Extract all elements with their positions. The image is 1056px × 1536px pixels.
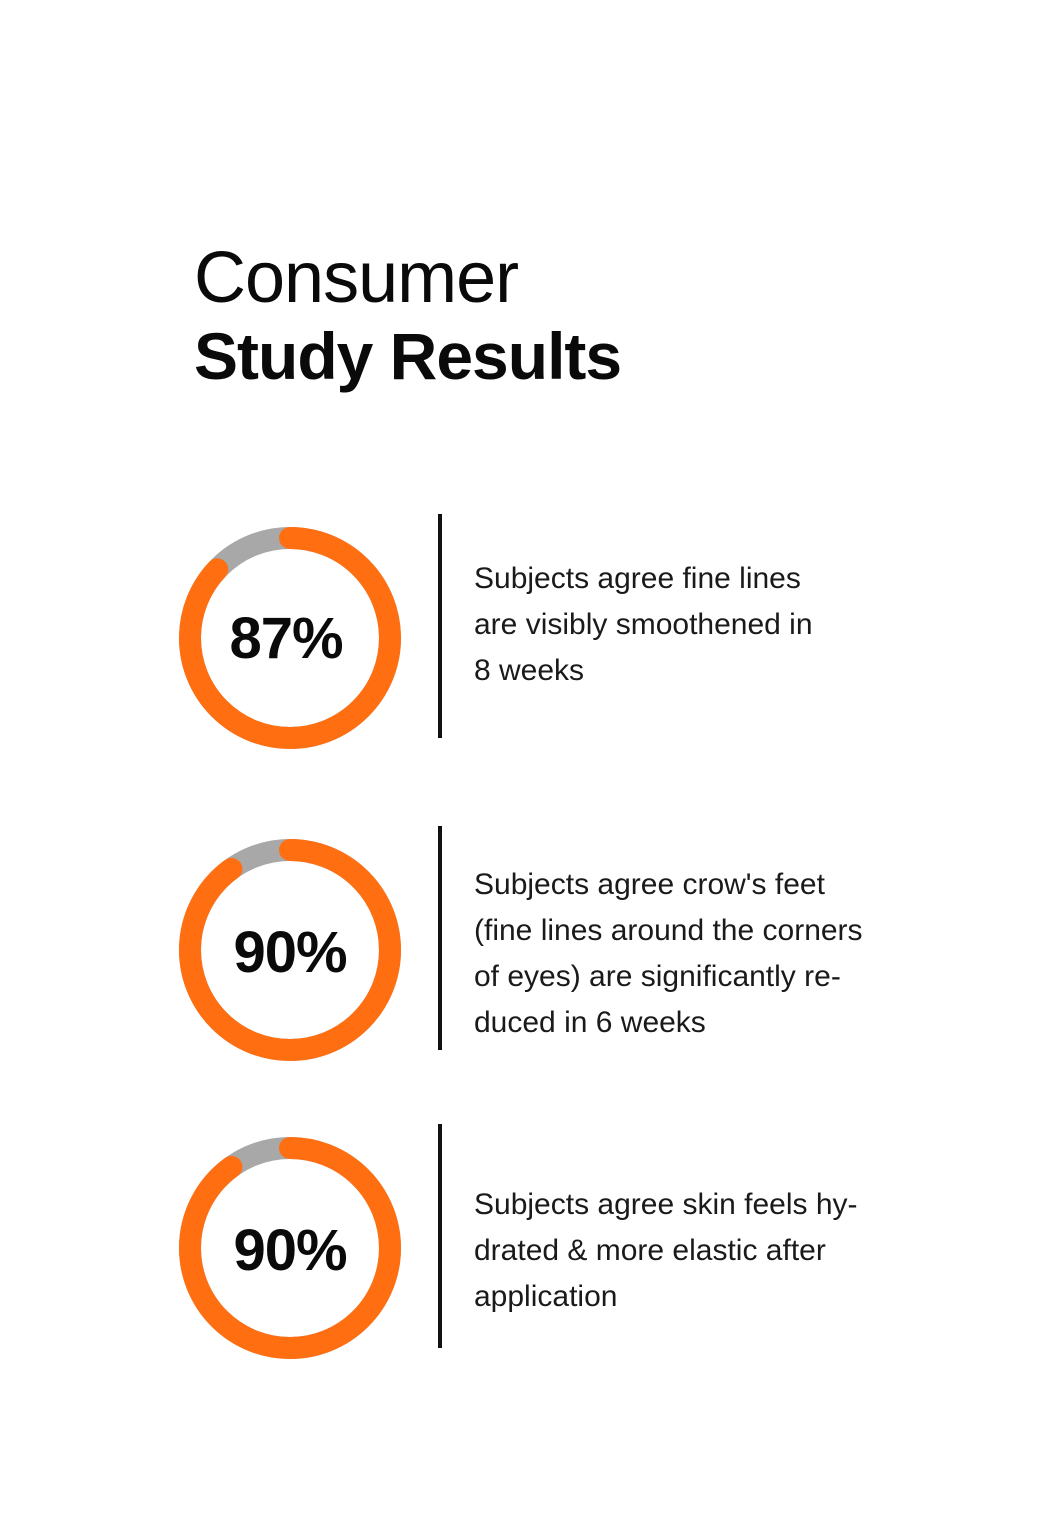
- donut-percentage-label: 87%: [229, 606, 343, 671]
- stat-description: Subjects agree skin feels hy- drated & m…: [474, 1182, 944, 1320]
- donut-percentage-label: 90%: [233, 920, 347, 985]
- stat-item: 90% Subjects agree crow's feet (fine lin…: [0, 826, 1056, 1061]
- description-line: of eyes) are significantly re-: [474, 960, 841, 993]
- title-line-1: Consumer: [194, 238, 519, 318]
- description-line: duced in 6 weeks: [474, 1006, 706, 1039]
- title-line-2: Study Results: [194, 319, 622, 393]
- donut-chart: 90%: [174, 1132, 406, 1364]
- description-line: Subjects agree crow's feet: [474, 868, 825, 901]
- donut-progress-arc: [179, 839, 401, 1061]
- donut-progress-arc: [179, 527, 401, 749]
- stat-description: Subjects agree crow's feet (fine lines a…: [474, 862, 944, 1046]
- description-line: (fine lines around the corners: [474, 914, 863, 947]
- description-line: drated & more elastic after: [474, 1234, 826, 1267]
- description-line: are visibly smoothened in: [474, 608, 813, 641]
- description-line: Subjects agree skin feels hy-: [474, 1188, 858, 1221]
- stat-item: 90% Subjects agree skin feels hy- drated…: [0, 1124, 1056, 1359]
- donut-percentage-label: 90%: [233, 1218, 347, 1283]
- description-line: application: [474, 1280, 618, 1313]
- stat-divider: [438, 1124, 442, 1348]
- stat-item: 87% Subjects agree fine lines are visibl…: [0, 514, 1056, 749]
- donut-chart: 87%: [174, 522, 406, 754]
- donut-chart: 90%: [174, 834, 406, 1066]
- stat-divider: [438, 514, 442, 738]
- donut-progress-arc: [179, 1137, 401, 1359]
- page-title: Consumer Study Results: [194, 238, 622, 394]
- stat-divider: [438, 826, 442, 1050]
- description-line: Subjects agree fine lines: [474, 562, 801, 595]
- description-line: 8 weeks: [474, 654, 585, 687]
- stat-description: Subjects agree fine lines are visibly sm…: [474, 556, 944, 694]
